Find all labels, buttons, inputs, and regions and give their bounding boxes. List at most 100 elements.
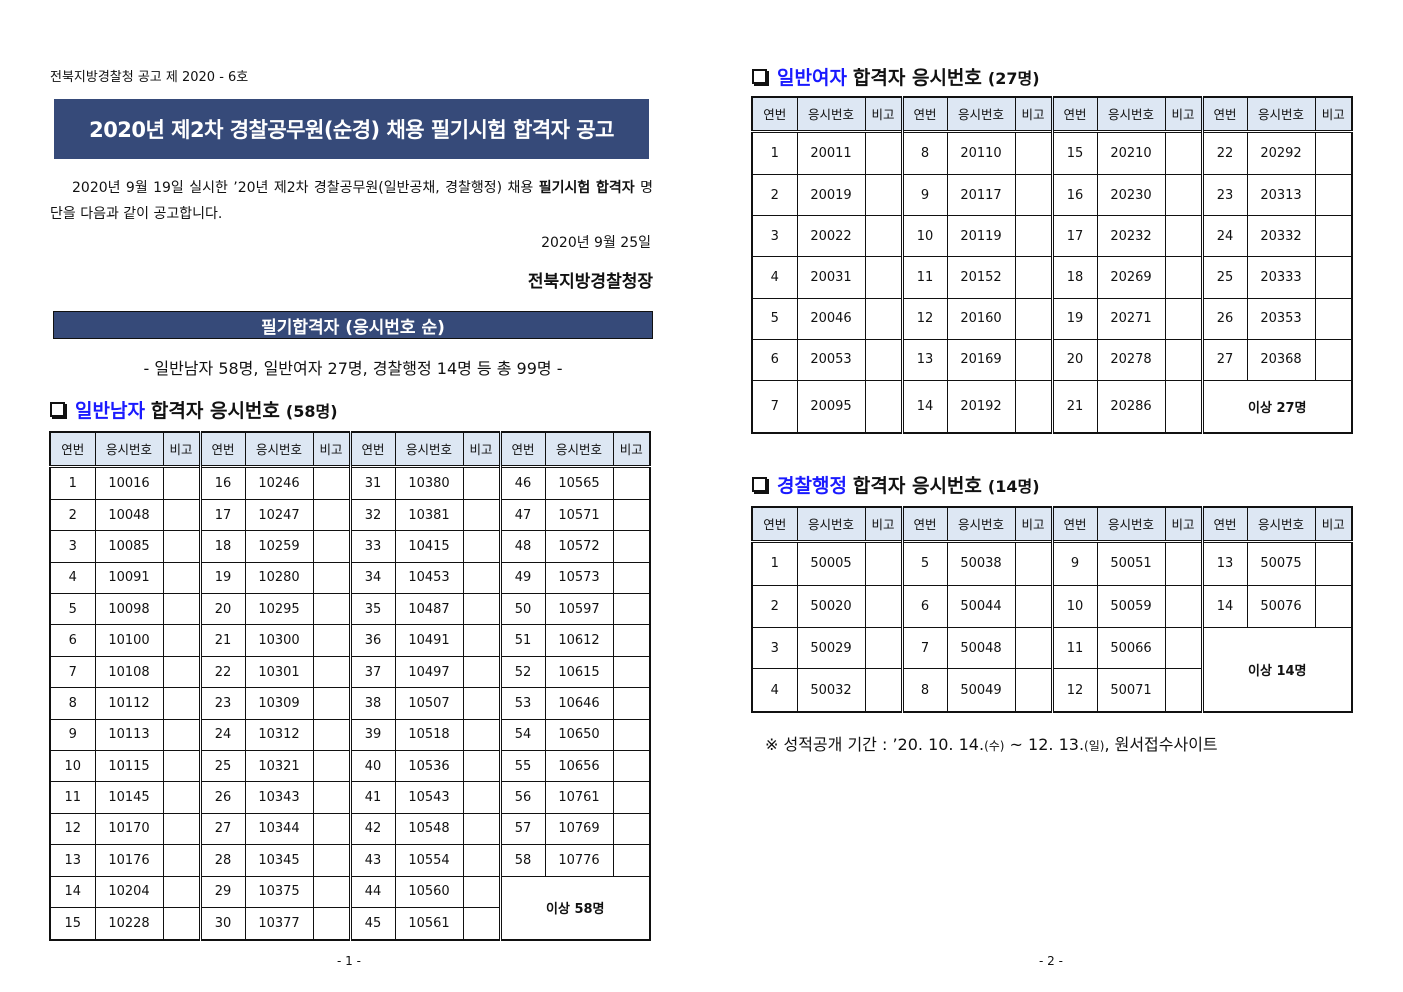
column-header: 연번: [751, 506, 798, 542]
row-number: 46: [498, 465, 546, 500]
row-number: 1: [751, 130, 798, 176]
row-number: 19: [198, 561, 246, 595]
row-number: 8: [49, 687, 96, 720]
exam-number: 10565: [544, 465, 614, 500]
exam-number: 10300: [244, 624, 314, 657]
remarks: [312, 718, 351, 751]
row-number: 56: [498, 781, 546, 814]
table-row: 4 20031 11 20152 18 20269 25 20333: [751, 256, 1353, 299]
row-number: 52: [498, 655, 546, 689]
intro-paragraph: 2020년 9월 19일 실시한 ’20년 제2차 경찰공무원(일반공채, 경찰…: [50, 175, 653, 227]
remarks: [612, 812, 651, 846]
remarks: [612, 781, 651, 814]
row-number: 17: [198, 498, 246, 532]
note-text: ※ 성적공개 기간 : ’20. 10. 14.: [765, 735, 985, 754]
exam-number: 20169: [946, 338, 1016, 381]
signer: 전북지방경찰청장: [527, 272, 653, 292]
exam-number: 10377: [244, 906, 314, 941]
row-number: 21: [198, 624, 246, 657]
remarks: [864, 626, 903, 670]
exam-number: 20160: [946, 297, 1016, 340]
exam-number: 50020: [796, 584, 866, 628]
remarks: [1164, 174, 1203, 217]
checkbox-square-icon: [752, 69, 767, 84]
row-number: 29: [198, 875, 246, 908]
table-row: 10 10115 25 10321 40 10536 55 10656: [49, 749, 651, 783]
remarks: [1314, 338, 1353, 381]
row-number: 31: [348, 465, 396, 500]
exam-number: 10612: [544, 624, 614, 657]
page-number-1: - 1 -: [337, 954, 361, 968]
remarks: [864, 584, 903, 628]
remarks: [612, 498, 651, 532]
exam-number: 20053: [796, 338, 866, 381]
row-number: 48: [498, 530, 546, 563]
exam-number: 10491: [394, 624, 464, 657]
exam-number: 20292: [1246, 130, 1316, 176]
remarks: [612, 655, 651, 689]
row-number: 26: [198, 781, 246, 814]
note-text: ~ 12. 13.: [1004, 735, 1085, 754]
remarks: [1164, 379, 1203, 434]
remarks: [1164, 584, 1203, 628]
intro-bold-text: 필기시험 합격자: [538, 180, 635, 196]
column-header: 연번: [1050, 96, 1098, 132]
column-header: 비고: [612, 431, 651, 467]
exam-number: 50075: [1246, 540, 1316, 586]
remarks: [1164, 215, 1203, 258]
remarks: [1314, 215, 1353, 258]
column-header: 연번: [751, 96, 798, 132]
row-number: 45: [348, 906, 396, 941]
row-number: 36: [348, 624, 396, 657]
row-number: 14: [900, 379, 948, 434]
remarks: [462, 561, 501, 595]
remarks: [312, 624, 351, 657]
remarks: [1014, 215, 1053, 258]
row-number: 22: [1200, 130, 1248, 176]
exam-number: 10656: [544, 749, 614, 783]
row-number: 13: [49, 844, 96, 877]
exam-number: 10646: [544, 687, 614, 720]
remarks: [312, 655, 351, 689]
exam-number: 10344: [244, 812, 314, 846]
notice-number: 전북지방경찰청 공고 제 2020 - 6호: [50, 70, 249, 85]
heading-suffix: 합격자 응시번호: [150, 400, 280, 422]
column-header: 연번: [1200, 96, 1248, 132]
remarks: [162, 530, 201, 563]
remarks: [312, 749, 351, 783]
remarks: [612, 561, 651, 595]
remarks: [462, 530, 501, 563]
row-number: 3: [751, 215, 798, 258]
exam-number: 20031: [796, 256, 866, 299]
remarks: [462, 498, 501, 532]
row-number: 18: [1050, 256, 1098, 299]
table-row: 3 10085 18 10259 33 10415 48 10572: [49, 530, 651, 563]
remarks: [162, 498, 201, 532]
exam-number: 20046: [796, 297, 866, 340]
remarks: [1014, 297, 1053, 340]
row-number: 44: [348, 875, 396, 908]
heading-suffix: 합격자 응시번호: [852, 475, 982, 497]
row-number: 1: [49, 465, 96, 500]
remarks: [462, 655, 501, 689]
column-header: 응시번호: [1096, 96, 1166, 132]
remarks: [612, 718, 651, 751]
column-header: 비고: [864, 506, 903, 542]
exam-number: 50005: [796, 540, 866, 586]
column-header: 비고: [312, 431, 351, 467]
remarks: [864, 174, 903, 217]
column-header: 비고: [1164, 506, 1203, 542]
row-number: 10: [1050, 584, 1098, 628]
exam-number: 50049: [946, 668, 1016, 713]
exam-number: 20119: [946, 215, 1016, 258]
exam-number: 10280: [244, 561, 314, 595]
remarks: [1014, 668, 1053, 713]
remarks: [312, 530, 351, 563]
remarks: [1314, 540, 1353, 586]
remarks: [162, 655, 201, 689]
exam-number: 20313: [1246, 174, 1316, 217]
exam-number: 10571: [544, 498, 614, 532]
row-number: 5: [900, 540, 948, 586]
remarks: [1014, 256, 1053, 299]
remarks: [162, 593, 201, 626]
